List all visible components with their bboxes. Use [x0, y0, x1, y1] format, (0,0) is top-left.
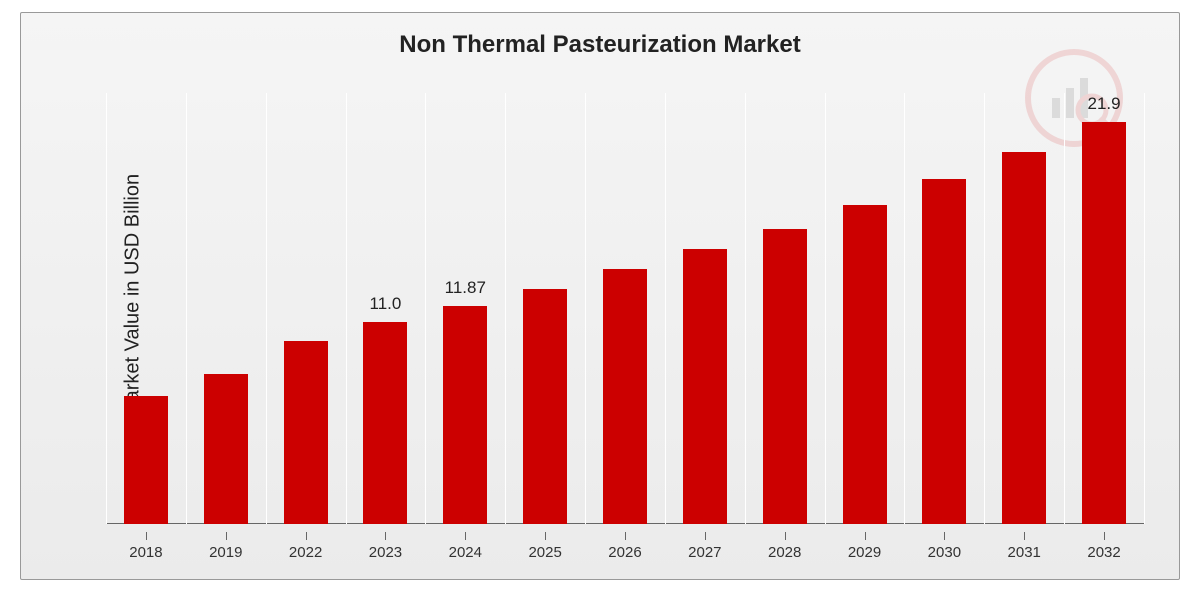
x-axis-tick — [625, 532, 626, 540]
bar-slot — [585, 93, 665, 524]
x-axis-label: 2023 — [346, 544, 426, 561]
bar-slot — [266, 93, 346, 524]
bar-slot: 11.87 — [425, 93, 505, 524]
x-axis-label: 2026 — [585, 544, 665, 561]
bar-slot: 11.0 — [346, 93, 426, 524]
x-axis-tick — [146, 532, 147, 540]
x-axis-label: 2031 — [984, 544, 1064, 561]
bar-slot — [505, 93, 585, 524]
x-axis-label: 2027 — [665, 544, 745, 561]
bar-slot — [745, 93, 825, 524]
bar — [523, 289, 567, 524]
x-axis-tick — [465, 532, 466, 540]
x-axis-label: 2024 — [425, 544, 505, 561]
x-axis-labels: 2018201920222023202420252026202720282029… — [106, 544, 1144, 561]
x-axis-tick — [1024, 532, 1025, 540]
x-axis-label: 2032 — [1064, 544, 1144, 561]
x-axis-label: 2029 — [825, 544, 905, 561]
bar-slot — [186, 93, 266, 524]
bar-slot — [825, 93, 905, 524]
bar — [363, 322, 407, 524]
bar-slot — [665, 93, 745, 524]
x-axis-tick — [226, 532, 227, 540]
bar — [843, 205, 887, 524]
chart-container: Non Thermal Pasteurization Market Market… — [20, 12, 1180, 580]
grid-line — [1144, 93, 1145, 524]
bar — [124, 396, 168, 524]
bar — [1002, 152, 1046, 524]
x-axis-tick — [306, 532, 307, 540]
x-axis-label: 2028 — [745, 544, 825, 561]
x-axis-label: 2019 — [186, 544, 266, 561]
bars-container: 11.0 11.87 21.9 — [106, 93, 1144, 524]
bar-slot — [904, 93, 984, 524]
x-axis-tick — [865, 532, 866, 540]
bar-value-label: 11.87 — [445, 278, 486, 298]
x-axis-label: 2022 — [266, 544, 346, 561]
x-axis-label: 2030 — [904, 544, 984, 561]
bar-slot: 21.9 — [1064, 93, 1144, 524]
bar — [603, 269, 647, 524]
bar — [763, 229, 807, 524]
x-axis-tick — [385, 532, 386, 540]
bar — [922, 179, 966, 524]
x-axis-tick — [1104, 532, 1105, 540]
bar — [204, 374, 248, 524]
bar-value-label: 11.0 — [370, 294, 402, 314]
x-axis-tick — [705, 532, 706, 540]
bar — [443, 306, 487, 524]
x-axis-tick — [944, 532, 945, 540]
bar — [284, 341, 328, 524]
x-axis-label: 2018 — [106, 544, 186, 561]
plot-area: 11.0 11.87 21.9 — [106, 93, 1144, 524]
x-axis-label: 2025 — [505, 544, 585, 561]
bar-value-label: 21.9 — [1088, 94, 1121, 114]
chart-title: Non Thermal Pasteurization Market — [21, 13, 1179, 59]
x-axis-tick — [785, 532, 786, 540]
bar — [1082, 122, 1126, 524]
bar-slot — [984, 93, 1064, 524]
bar-slot — [106, 93, 186, 524]
x-axis-tick — [545, 532, 546, 540]
bar — [683, 249, 727, 524]
